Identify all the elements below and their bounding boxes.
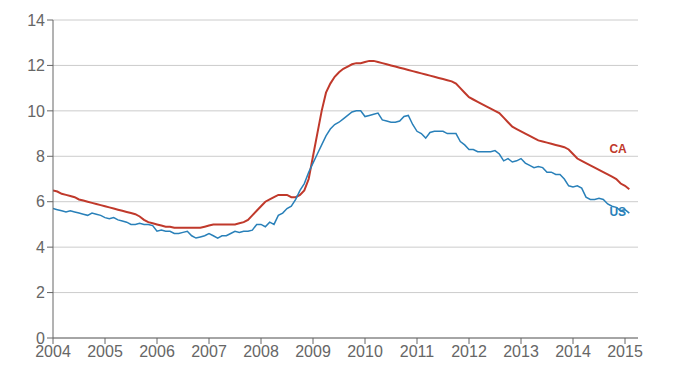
svg-text:2: 2 bbox=[36, 284, 45, 301]
svg-text:0: 0 bbox=[36, 330, 45, 347]
svg-text:2011: 2011 bbox=[400, 343, 435, 360]
svg-text:2008: 2008 bbox=[243, 343, 279, 360]
svg-text:2004: 2004 bbox=[35, 343, 71, 361]
svg-text:2013: 2013 bbox=[503, 343, 539, 360]
svg-text:6: 6 bbox=[36, 193, 45, 210]
svg-text:2007: 2007 bbox=[191, 343, 227, 360]
svg-text:2010: 2010 bbox=[347, 343, 383, 360]
svg-text:CA: CA bbox=[609, 142, 627, 156]
svg-text:2015: 2015 bbox=[607, 343, 643, 360]
svg-text:14: 14 bbox=[27, 12, 45, 29]
svg-text:2009: 2009 bbox=[295, 343, 331, 360]
svg-text:2012: 2012 bbox=[451, 343, 487, 360]
svg-text:10: 10 bbox=[27, 103, 45, 120]
svg-text:12: 12 bbox=[27, 57, 45, 74]
svg-text:2006: 2006 bbox=[139, 343, 175, 360]
svg-text:2005: 2005 bbox=[87, 343, 123, 360]
svg-text:US: US bbox=[609, 205, 626, 219]
svg-text:8: 8 bbox=[36, 148, 45, 165]
svg-text:2014: 2014 bbox=[555, 343, 591, 360]
svg-text:4: 4 bbox=[36, 239, 45, 256]
